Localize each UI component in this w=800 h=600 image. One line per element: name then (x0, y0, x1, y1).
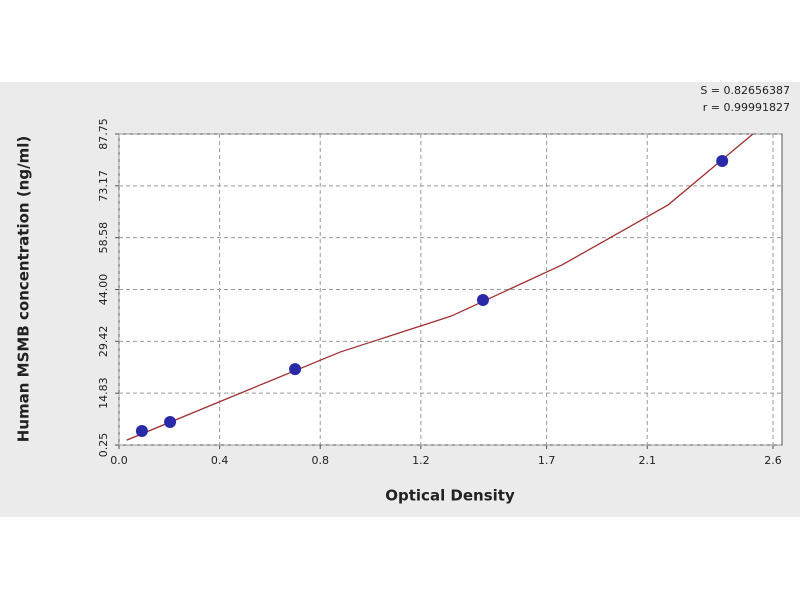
y-tick-label: 58.58 (97, 222, 110, 254)
x-tick-label: 2.6 (764, 454, 782, 467)
x-tick-label: 1.7 (538, 454, 556, 467)
annotation: r = 0.99991827 (703, 101, 790, 114)
y-tick-label: 73.17 (97, 170, 110, 202)
y-axis-title: Human MSMB concentration (ng/ml) (15, 136, 33, 442)
annotation: S = 0.82656387 (700, 84, 790, 97)
data-point (476, 293, 489, 306)
data-point (164, 416, 177, 429)
x-tick-label: 1.2 (412, 454, 430, 467)
x-tick-label: 0.0 (110, 454, 128, 467)
x-tick-label: 0.4 (211, 454, 229, 467)
fit-curve (126, 133, 754, 441)
data-point (289, 363, 302, 376)
y-tick-label: 29.42 (97, 326, 110, 358)
y-tick-label: 44.00 (97, 274, 110, 306)
y-tick-label: 87.75 (97, 118, 110, 150)
data-point (135, 424, 148, 437)
y-tick-label: 0.25 (97, 433, 110, 458)
data-point (716, 155, 729, 168)
y-tick-label: 14.83 (97, 377, 110, 409)
x-tick-label: 2.1 (638, 454, 656, 467)
x-axis-title: Optical Density (385, 487, 515, 505)
x-tick-label: 0.8 (311, 454, 329, 467)
